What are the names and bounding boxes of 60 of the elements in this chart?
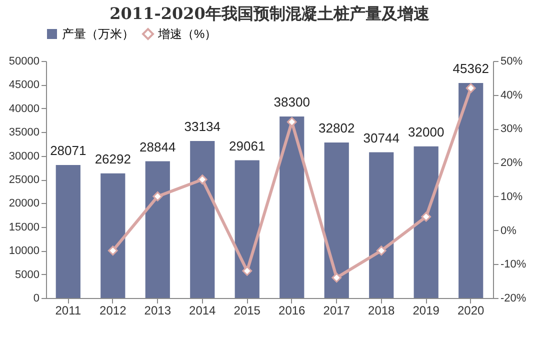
point [376,246,386,256]
data-label: 32000 [408,124,444,140]
y2-tick-label: 40% [500,89,523,102]
y2-tick-label: 30% [500,123,523,136]
x-tick-label: 2015 [234,304,261,318]
bar [324,142,349,298]
y-tick-label: 40000 [8,102,40,115]
y-tick-label: 50000 [8,56,40,68]
data-label: 45362 [452,60,489,76]
legend-label: 产量（万米） [62,27,134,41]
bar [56,164,80,298]
y-tick-label: 45000 [8,79,40,92]
bar [145,161,170,298]
x-tick-label: 2018 [368,304,396,318]
y2-tick-label: 20% [500,157,523,170]
y-tick-label: 35000 [8,126,40,139]
y-tick-label: 25000 [8,174,40,186]
y-tick-label: 20000 [8,198,40,210]
x-tick-label: 2020 [458,304,485,318]
x-tick-label: 2013 [144,304,172,318]
bar [369,152,394,298]
point [332,272,342,283]
y2-tick-label: 50% [500,56,523,68]
data-label: 32802 [318,120,355,136]
point [421,212,432,222]
y2-tick-label: 10% [500,190,523,203]
data-label: 26292 [94,151,131,166]
x-tick-label: 2016 [278,304,306,318]
y-tick-label: 0 [33,292,40,304]
data-label: 33134 [184,118,220,134]
y-tick-label: 15000 [8,221,40,234]
bar [100,173,126,298]
x-tick-label: 2014 [189,304,216,318]
y2-tick-label: -10% [500,258,526,271]
point [152,191,163,202]
y2-tick-label: 0% [500,224,517,237]
y-tick-label: 10000 [8,245,40,258]
x-tick-label: 2019 [412,304,440,318]
chart-title: 2011-2020年我国预制混凝土桩产量及增速 [110,4,430,23]
bar [190,140,215,298]
data-label: 38300 [274,94,310,110]
y2-tick-label: -20% [500,292,526,304]
x-tick-label: 2012 [100,304,127,318]
point [242,266,252,276]
data-label: 30744 [363,130,400,146]
data-label: 28071 [50,142,86,158]
data-label: 28844 [140,139,176,154]
point [197,174,208,184]
y-tick-label: 30000 [8,150,40,162]
y-tick-label: 5000 [15,268,40,281]
bar [280,116,304,298]
x-tick-label: 2017 [323,304,350,318]
bar [458,82,484,298]
x-tick-label: 2011 [55,304,82,318]
point [108,246,118,256]
point [466,83,476,94]
legend-label: 增速（%） [157,27,217,41]
data-label: 29061 [229,138,266,154]
bar [234,160,260,298]
bar [414,146,438,298]
